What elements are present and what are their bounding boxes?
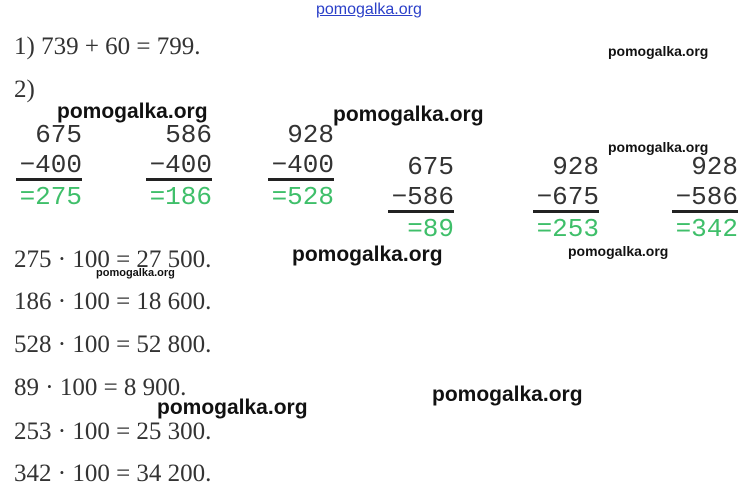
result: =528 [271,182,334,212]
watermark: pomogalka.org [96,267,175,279]
result: =275 [19,182,82,212]
subtrahend: −400 [19,150,82,180]
rule [533,210,599,213]
watermark: pomogalka.org [608,139,709,155]
product-line: 528 · 100 = 52 800. [14,331,212,358]
site-link[interactable]: pomogalka.org [316,1,422,18]
watermark: pomogalka.org [157,396,308,419]
subtrahend: −400 [271,150,334,180]
product-line: 89 · 100 = 8 900. [14,374,187,401]
minuend: 928 [552,152,599,182]
watermark: pomogalka.org [432,383,583,406]
subtrahend: −586 [675,182,738,212]
product-line: 275 · 100 = 27 500. [14,246,212,273]
rule [268,178,334,181]
minuend: 928 [691,152,738,182]
minuend: 586 [165,120,212,150]
product-line: 186 · 100 = 18 600. [14,288,212,315]
watermark: pomogalka.org [292,243,443,266]
minuend: 675 [35,120,82,150]
rule [672,210,738,213]
rule [388,210,454,213]
rule [16,178,82,181]
subtrahend: −400 [149,150,212,180]
watermark: pomogalka.org [608,43,709,59]
rule [146,178,212,181]
watermark: pomogalka.org [333,103,484,126]
result: =186 [149,182,212,212]
minuend: 675 [407,152,454,182]
product-line: 253 · 100 = 25 300. [14,418,212,445]
watermark: pomogalka.org [57,100,208,123]
minuend: 928 [287,120,334,150]
subtrahend: −675 [536,182,599,212]
part-one: 1) 739 + 60 = 799. [14,33,201,60]
part-two-label: 2) [14,76,35,103]
watermark: pomogalka.org [568,243,669,259]
result: =89 [407,214,454,244]
product-line: 342 · 100 = 34 200. [14,460,212,487]
result: =342 [675,214,738,244]
result: =253 [536,214,599,244]
subtrahend: −586 [391,182,454,212]
